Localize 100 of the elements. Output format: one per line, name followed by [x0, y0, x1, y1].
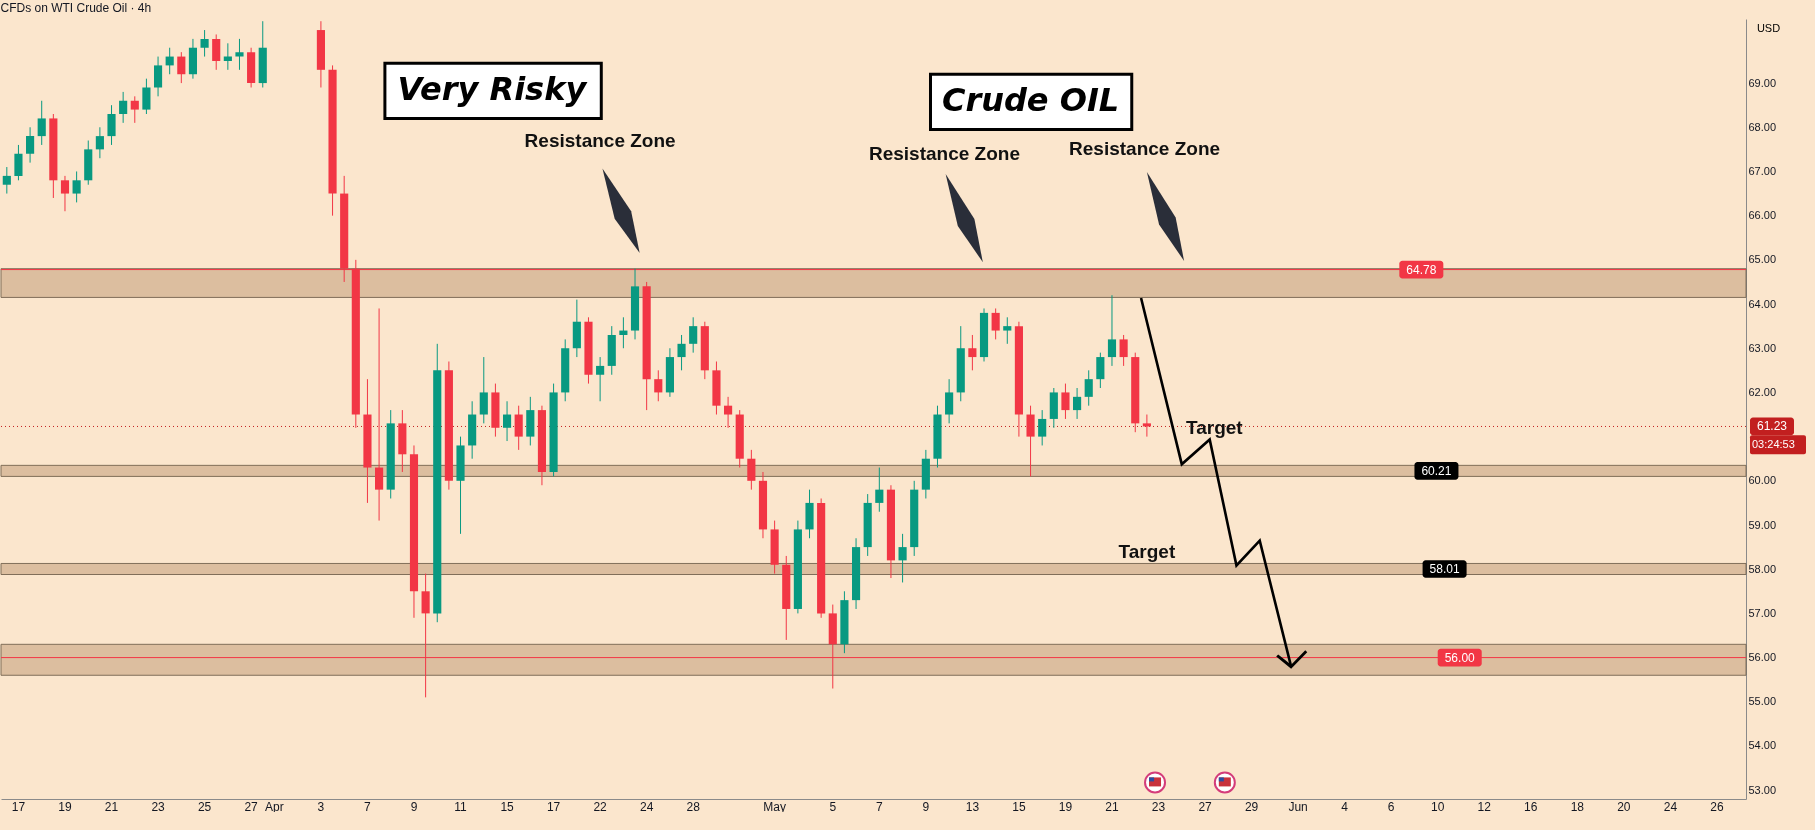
annotation: Very Risky [397, 69, 588, 108]
x-tick-label: 6 [1387, 799, 1395, 814]
annotation: Resistance Zone [1069, 138, 1221, 160]
candlestick [142, 78, 151, 115]
candlestick [1142, 414, 1151, 438]
band-label: 60.21 [1421, 463, 1452, 478]
x-tick-label: 29 [1244, 799, 1259, 814]
x-tick-label: 19 [58, 799, 72, 814]
y-tick-label: 65.00 [1748, 253, 1777, 266]
x-tick-label: 27 [1198, 799, 1213, 814]
x-tick-label: 9 [922, 799, 930, 814]
y-tick-label: 59.00 [1748, 518, 1777, 531]
x-tick-label: 4 [1341, 799, 1349, 814]
x-tick-label: 10 [1431, 799, 1445, 814]
candlestick [1084, 369, 1093, 407]
y-tick-label: 69.00 [1748, 76, 1777, 89]
candlestick [677, 334, 686, 371]
candlestick [968, 334, 977, 371]
candlestick [235, 38, 244, 71]
candlestick [724, 396, 733, 429]
candlestick [119, 91, 128, 124]
candlestick [375, 307, 384, 522]
candlestick [95, 126, 104, 159]
candlestick [1061, 383, 1070, 420]
ref-line-label: 61.23 [1756, 419, 1788, 434]
y-tick-label: 62.00 [1748, 385, 1777, 398]
y-tick-label: 64.00 [1748, 297, 1777, 310]
candlestick [747, 449, 756, 491]
candlestick [1096, 352, 1105, 389]
candlestick [72, 170, 81, 203]
candlestick [177, 51, 186, 84]
candlestick [1073, 387, 1082, 420]
candlestick [479, 356, 488, 424]
y-tick-label: 53.00 [1748, 783, 1777, 796]
x-tick-label: 17 [546, 799, 561, 814]
annotation: Resistance Zone [868, 142, 1020, 164]
x-tick-label: 5 [829, 799, 837, 814]
x-tick-label: 11 [454, 799, 468, 814]
x-tick-label: 16 [1524, 799, 1538, 814]
annotation: Target [1186, 416, 1244, 438]
x-tick-label: 24 [639, 799, 654, 814]
x-tick-label: 9 [410, 799, 418, 814]
y-tick-label: 67.00 [1748, 164, 1777, 177]
candlestick [1119, 334, 1128, 367]
y-tick-label: 58.00 [1748, 562, 1777, 575]
y-tick-label: 56.00 [1748, 651, 1777, 664]
x-tick-label: 7 [875, 799, 883, 814]
annotation: Resistance Zone [524, 129, 676, 151]
x-tick-label: 21 [104, 799, 119, 814]
annotation: Crude OIL [941, 80, 1120, 119]
x-tick-label: 15 [500, 799, 515, 814]
y-tick-label: 57.00 [1748, 606, 1777, 619]
candlestick [2, 166, 11, 195]
y-axis-title: USD [1756, 21, 1781, 34]
candlestick [1003, 316, 1012, 345]
candlestick [502, 400, 512, 442]
x-tick-label: 21 [1105, 799, 1119, 814]
candlestick [107, 104, 116, 146]
candlestick [689, 316, 698, 354]
x-tick-label: 25 [197, 799, 212, 814]
x-tick-label: 7 [364, 799, 372, 814]
y-tick-label: 63.00 [1748, 341, 1777, 354]
x-tick-label: 22 [593, 799, 608, 814]
x-tick-label: 24 [1663, 799, 1678, 814]
x-tick-label: 20 [1617, 799, 1631, 814]
y-tick-label: 68.00 [1748, 120, 1777, 133]
candlestick [596, 356, 605, 402]
y-tick-label: 54.00 [1748, 739, 1777, 752]
x-tick-label: 23 [1151, 799, 1166, 814]
x-tick-label: 27 [244, 799, 259, 814]
candlestick [37, 100, 46, 146]
candlestick [60, 175, 70, 212]
candlestick [153, 56, 163, 97]
x-tick-label: 18 [1570, 799, 1585, 814]
candlestick [898, 533, 907, 583]
annotation: Target [1118, 540, 1176, 562]
x-tick-label: 3 [317, 799, 325, 814]
candlestick [1038, 409, 1047, 446]
x-tick-label: 28 [686, 799, 701, 814]
candlestick [130, 95, 139, 124]
chart-title: CFDs on WTI Crude Oil · 4h [0, 1, 152, 15]
ref-line-label: 56.00 [1444, 650, 1476, 665]
candlestick [875, 467, 884, 513]
x-tick-label: 13 [965, 799, 980, 814]
candlestick [1107, 294, 1117, 367]
y-tick-label: 66.00 [1748, 209, 1777, 222]
ref-line-label: 64.78 [1406, 262, 1437, 277]
candlestick [945, 378, 954, 424]
candlestick [14, 144, 23, 181]
y-tick-label: 60.00 [1748, 474, 1777, 487]
candlestick [654, 369, 663, 402]
text: 03:24:53 [1752, 437, 1795, 450]
x-tick-label: 23 [151, 799, 166, 814]
candlestick [991, 307, 1000, 340]
candlestick [1026, 405, 1035, 477]
x-tick-label: 26 [1710, 799, 1724, 814]
candlestick [514, 405, 523, 451]
x-tick-label: 12 [1477, 799, 1492, 814]
x-tick-label: 19 [1058, 799, 1073, 814]
candlestick [26, 126, 35, 164]
